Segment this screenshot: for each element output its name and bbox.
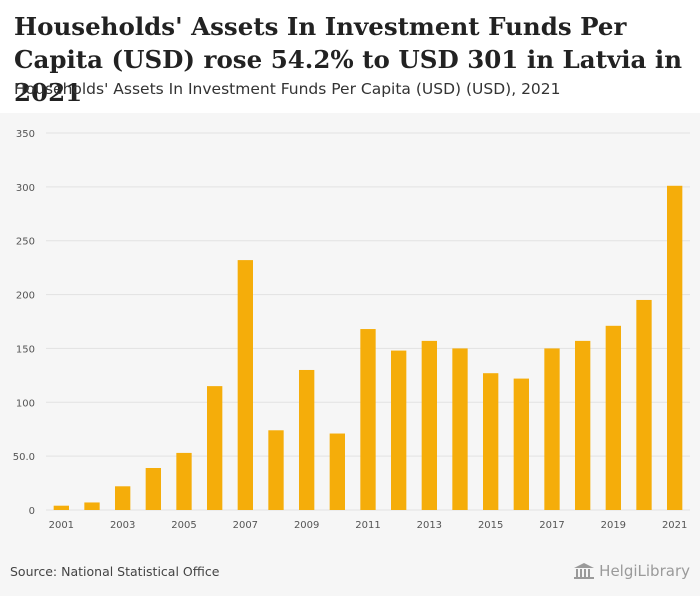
bar-2021[interactable]	[667, 185, 683, 510]
bar-2017[interactable]	[544, 348, 560, 510]
x-tick-label: 2021	[662, 520, 687, 531]
y-tick-label: 250	[16, 237, 35, 248]
x-tick-label: 2011	[355, 520, 380, 531]
x-tick-label: 2007	[233, 520, 258, 531]
x-tick-label: 2009	[294, 520, 319, 531]
bar-2002[interactable]	[84, 502, 100, 510]
bar-2004[interactable]	[145, 467, 161, 510]
y-tick-label: 200	[16, 291, 35, 302]
bar-2012[interactable]	[391, 350, 407, 510]
x-tick-label: 2015	[478, 520, 503, 531]
bar-2020[interactable]	[636, 299, 652, 510]
bar-2010[interactable]	[329, 433, 345, 510]
library-building-icon	[574, 563, 595, 579]
brand-name: HelgiLibrary	[599, 562, 690, 580]
bar-chart: 0 50.0 100 150 200 250 300 350 2001 2003 2005 2007…	[13, 129, 690, 531]
y-tick-label: 0	[29, 506, 35, 517]
brand-logo[interactable]: HelgiLibrary	[573, 562, 690, 580]
x-tick-label: 2003	[110, 520, 135, 531]
bar-2015[interactable]	[483, 373, 499, 510]
x-tick-label: 2013	[417, 520, 442, 531]
footer: Source: National Statistical Office Helg…	[0, 553, 700, 596]
y-axis-ticks: 0 50.0 100 150 200 250 300 350	[13, 129, 35, 517]
bar-2016[interactable]	[513, 378, 529, 510]
bar-2019[interactable]	[605, 325, 621, 510]
x-tick-label: 2019	[601, 520, 626, 531]
bar-2006[interactable]	[207, 386, 223, 510]
bar-2014[interactable]	[452, 348, 468, 510]
bar-2013[interactable]	[421, 340, 437, 510]
bar-2008[interactable]	[268, 430, 284, 510]
y-tick-label: 100	[16, 398, 35, 409]
bar-2005[interactable]	[176, 452, 192, 510]
x-tick-label: 2001	[49, 520, 74, 531]
chart-area: 0 50.0 100 150 200 250 300 350 2001 2003 2005 2007…	[0, 113, 700, 553]
source-note: Source: National Statistical Office	[10, 564, 220, 579]
x-tick-label: 2005	[171, 520, 196, 531]
chart-title: Households' Assets In Investment Funds P…	[14, 12, 683, 107]
y-tick-label: 50.0	[13, 452, 35, 463]
bar-2003[interactable]	[115, 486, 131, 510]
bars	[53, 185, 683, 510]
y-tick-label: 350	[16, 129, 35, 140]
bar-2001[interactable]	[53, 505, 69, 510]
bar-2018[interactable]	[575, 340, 591, 510]
bar-2011[interactable]	[360, 329, 376, 510]
bar-2007[interactable]	[237, 260, 253, 510]
chart-subtitle: Households' Assets In Investment Funds P…	[14, 80, 561, 98]
x-tick-label: 2017	[539, 520, 564, 531]
y-tick-label: 150	[16, 344, 35, 355]
y-tick-label: 300	[16, 183, 35, 194]
bar-2009[interactable]	[299, 369, 315, 510]
x-axis-ticks: 2001 2003 2005 2007 2009 2011 2013 2015 2017 2019…	[49, 520, 688, 531]
